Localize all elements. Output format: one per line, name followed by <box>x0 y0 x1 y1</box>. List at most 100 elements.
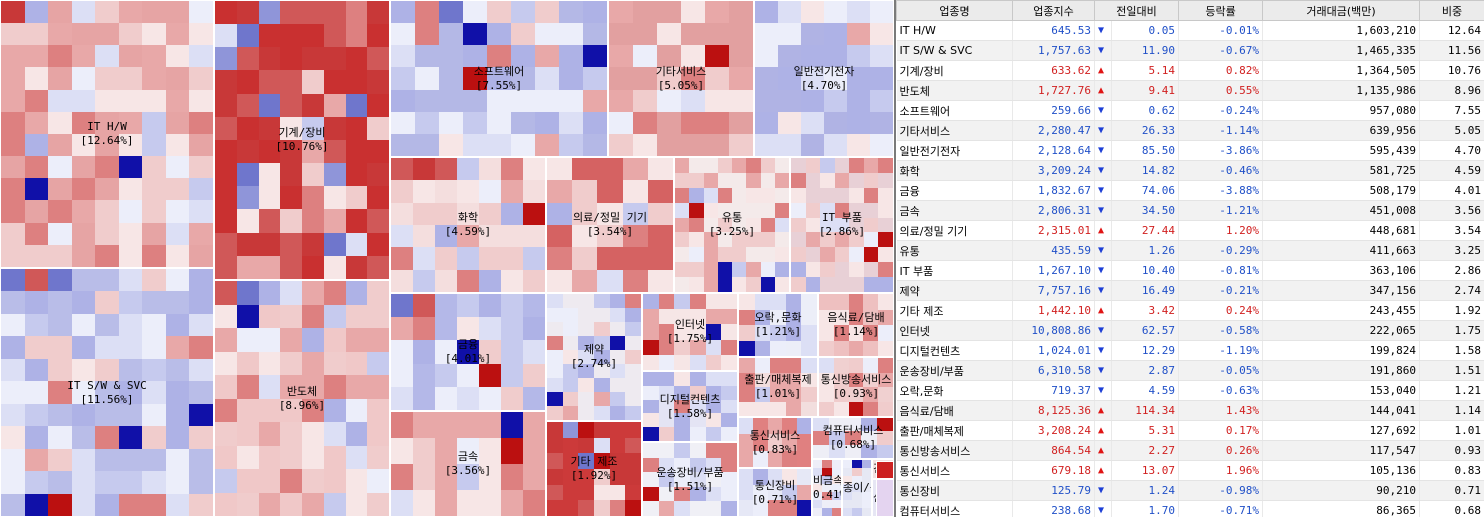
sector-change: 16.49 <box>1111 280 1180 301</box>
table-row[interactable]: IT H/W 645.53 ▼ 0.05 -0.01% 1,603,210 12.64 <box>896 20 1484 41</box>
sector-index: 1,024.01 <box>1012 340 1095 361</box>
stock-mosaic <box>1 269 213 516</box>
treemap-tile[interactable]: 음식료/담배 [1.14%] <box>818 293 894 357</box>
sector-index: 679.18 <box>1012 460 1095 481</box>
table-row[interactable]: 의료/정밀 기기 2,315.01 ▲ 27.44 1.20% 448,681 3.54 <box>896 220 1484 241</box>
down-arrow-icon: ▼ <box>1094 180 1112 201</box>
sector-name: 금융 <box>896 180 1013 201</box>
treemap-tile[interactable]: 디지털컨텐츠 [1.58%] <box>642 371 738 442</box>
down-arrow-icon: ▼ <box>1094 360 1112 381</box>
col-header-change[interactable]: 전일대비 <box>1093 0 1180 21</box>
treemap-tile[interactable]: 통신서비스 [0.83%] <box>738 417 812 468</box>
sector-name: 통신서비스 <box>896 460 1013 481</box>
table-row[interactable]: 일반전기전자 2,128.64 ▼ 85.50 -3.86% 595,439 4.70 <box>896 140 1484 161</box>
table-row[interactable]: 출판/매체복제 3,208.24 ▲ 5.31 0.17% 127,692 1.01 <box>896 420 1484 441</box>
table-row[interactable]: 운송장비/부품 6,310.58 ▼ 2.87 -0.05% 191,860 1.51 <box>896 360 1484 381</box>
table-header-row: 업종명 업종지수 전일대비 등락률 거래대금(백만) 비중 <box>896 0 1484 21</box>
treemap-tile[interactable]: 오락,문화 [1.21%] <box>738 293 818 357</box>
sector-rate: -0.21% <box>1178 280 1264 301</box>
sector-change: 14.82 <box>1111 160 1180 181</box>
sector-amount: 222,065 <box>1262 320 1421 341</box>
stock-mosaic <box>215 1 389 279</box>
table-row[interactable]: IT S/W & SVC 1,757.63 ▼ 11.90 -0.67% 1,465,33… <box>896 40 1484 61</box>
table-row[interactable]: 유통 435.59 ▼ 1.26 -0.29% 411,663 3.25 <box>896 240 1484 261</box>
table-row[interactable]: 기타 제조 1,442.10 ▲ 3.42 0.24% 243,455 1.92 <box>896 300 1484 321</box>
table-row[interactable]: 금융 1,832.67 ▼ 74.06 -3.88% 508,179 4.01 <box>896 180 1484 201</box>
sector-name: 기타 제조 <box>896 300 1013 321</box>
table-row[interactable]: 반도체 1,727.76 ▲ 9.41 0.55% 1,135,986 8.96 <box>896 80 1484 101</box>
sector-change: 1.26 <box>1111 240 1180 261</box>
table-row[interactable]: 통신장비 125.79 ▼ 1.24 -0.98% 90,210 0.71 <box>896 480 1484 501</box>
sector-change: 1.24 <box>1111 480 1180 501</box>
sector-rate: -0.63% <box>1178 380 1264 401</box>
sector-weight: 0.83 <box>1419 460 1484 481</box>
sector-weight: 1.01 <box>1419 420 1484 441</box>
sector-treemap: IT H/W [12.64%] IT S/W & SVC [11.56%] 기계/장비[… <box>0 0 894 517</box>
treemap-tile[interactable]: IT 부품 [2.86%] <box>790 157 894 293</box>
table-row[interactable]: 금속 2,806.31 ▼ 34.50 -1.21% 451,008 3.56 <box>896 200 1484 221</box>
sector-amount: 127,692 <box>1262 420 1421 441</box>
up-arrow-icon: ▲ <box>1094 440 1112 461</box>
treemap-tile[interactable]: 기타 제조 [1.92%] <box>546 421 642 517</box>
treemap-tile[interactable]: 유통 [3.25%] <box>674 157 790 293</box>
col-header-index[interactable]: 업종지수 <box>1012 0 1095 21</box>
sector-index: 2,128.64 <box>1012 140 1095 161</box>
treemap-tile[interactable]: IT S/W & SVC [11.56%] <box>0 268 214 517</box>
table-row[interactable]: 제약 7,757.16 ▼ 16.49 -0.21% 347,156 2.74 <box>896 280 1484 301</box>
treemap-tile[interactable]: 운송장비/부품 [1.51%] <box>642 442 738 517</box>
table-row[interactable]: 인터넷 10,808.86 ▼ 62.57 -0.58% 222,065 1.75 <box>896 320 1484 341</box>
treemap-tile[interactable]: IT H/W [12.64%] <box>0 0 214 268</box>
down-arrow-icon: ▼ <box>1094 20 1112 41</box>
treemap-tile[interactable]: 기타서비스 [5.05%] <box>608 0 754 157</box>
stock-mosaic <box>391 412 545 516</box>
sector-index: 435.59 <box>1012 240 1095 261</box>
sector-weight: 5.05 <box>1419 120 1484 141</box>
sector-name: 일반전기전자 <box>896 140 1013 161</box>
sector-change: 0.05 <box>1111 20 1180 41</box>
treemap-tile[interactable]: 기계/장비 [10.76%] <box>214 0 390 280</box>
down-arrow-icon: ▼ <box>1094 200 1112 221</box>
sector-weight: 2.74 <box>1419 280 1484 301</box>
treemap-tile[interactable]: 소프트웨어 [7.55%] <box>390 0 608 157</box>
treemap-tile[interactable]: 제약 [2.74%] <box>546 293 642 421</box>
col-header-amount[interactable]: 거래대금(백만) <box>1262 0 1421 21</box>
treemap-tile[interactable]: 종이/목재 <box>842 459 872 517</box>
treemap-tile[interactable]: 통신장비 [0.71%] <box>738 468 812 517</box>
sector-rate: -0.98% <box>1178 480 1264 501</box>
table-row[interactable]: 음식료/담배 8,125.36 ▲ 114.34 1.43% 144,041 1.14 <box>896 400 1484 421</box>
table-row[interactable]: 기타서비스 2,280.47 ▼ 26.33 -1.14% 639,956 5.05 <box>896 120 1484 141</box>
treemap-tile[interactable]: 금속 [3.56%] <box>390 411 546 517</box>
table-row[interactable]: 컴퓨터서비스 238.68 ▼ 1.70 -0.71% 86,365 0.68 <box>896 500 1484 517</box>
table-row[interactable]: 통신서비스 679.18 ▲ 13.07 1.96% 105,136 0.83 <box>896 460 1484 481</box>
treemap-tile[interactable]: 통신방송서비스 [0.93%] <box>818 357 894 417</box>
sector-weight: 1.14 <box>1419 400 1484 421</box>
col-header-name[interactable]: 업종명 <box>896 0 1013 21</box>
col-header-rate[interactable]: 등락률 <box>1178 0 1264 21</box>
treemap-tile[interactable]: 컴퓨터서비스 [0.68%] <box>812 417 894 459</box>
treemap-tile-unlabeled[interactable] <box>876 461 894 479</box>
treemap-tile[interactable]: 반도체 [8.96%] <box>214 280 390 517</box>
down-arrow-icon: ▼ <box>1094 340 1112 361</box>
sector-weight: 4.01 <box>1419 180 1484 201</box>
treemap-tile-unlabeled[interactable] <box>876 479 894 517</box>
treemap-tile[interactable]: 금융 [4.01%] <box>390 293 546 411</box>
table-row[interactable]: 기계/장비 633.62 ▲ 5.14 0.82% 1,364,505 10.76 <box>896 60 1484 81</box>
treemap-tile[interactable]: 화학 [4.59%] <box>390 157 546 293</box>
treemap-tile[interactable]: 인터넷 [1.75%] <box>642 293 738 371</box>
sector-index: 1,727.76 <box>1012 80 1095 101</box>
sector-name: 오락,문화 <box>896 380 1013 401</box>
col-header-weight[interactable]: 비중 <box>1419 0 1484 21</box>
sector-name: 기계/장비 <box>896 60 1013 81</box>
sector-name: 화학 <box>896 160 1013 181</box>
table-row[interactable]: 오락,문화 719.37 ▼ 4.59 -0.63% 153,040 1.21 <box>896 380 1484 401</box>
table-row[interactable]: 화학 3,209.24 ▼ 14.82 -0.46% 581,725 4.59 <box>896 160 1484 181</box>
treemap-tile[interactable]: 의료/정밀 기기 [3.54%] <box>546 157 674 293</box>
table-row[interactable]: IT 부품 1,267.10 ▼ 10.40 -0.81% 363,106 2.86 <box>896 260 1484 281</box>
stock-mosaic <box>547 158 673 292</box>
table-row[interactable]: 소프트웨어 259.66 ▼ 0.62 -0.24% 957,080 7.55 <box>896 100 1484 121</box>
treemap-tile[interactable]: 일반전기전자 [4.70%] <box>754 0 894 157</box>
table-row[interactable]: 디지털컨텐츠 1,024.01 ▼ 12.29 -1.19% 199,824 1.58 <box>896 340 1484 361</box>
treemap-tile[interactable]: 출판/매체복제 [1.01%] <box>738 357 818 417</box>
table-row[interactable]: 통신방송서비스 864.54 ▲ 2.27 0.26% 117,547 0.93 <box>896 440 1484 461</box>
